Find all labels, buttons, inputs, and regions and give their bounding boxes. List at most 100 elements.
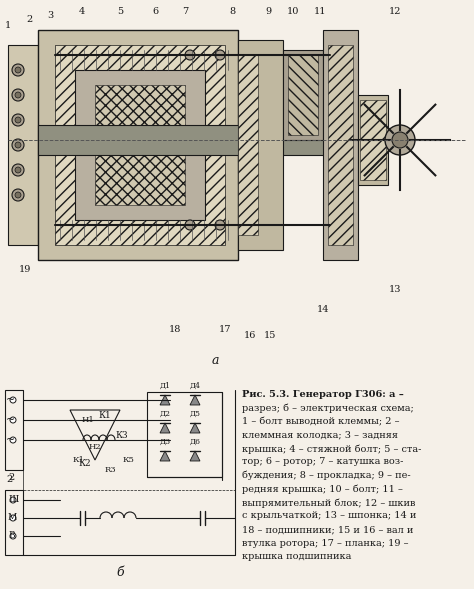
Text: 1 – болт выводной клеммы; 2 –: 1 – болт выводной клеммы; 2 – bbox=[242, 417, 400, 426]
Circle shape bbox=[215, 220, 225, 230]
Circle shape bbox=[12, 139, 24, 151]
Polygon shape bbox=[160, 451, 170, 461]
Text: крышка; 4 – стяжной болт; 5 – ста-: крышка; 4 – стяжной болт; 5 – ста- bbox=[242, 444, 421, 454]
Text: Д2: Д2 bbox=[159, 410, 171, 418]
Circle shape bbox=[10, 497, 16, 503]
Text: 2: 2 bbox=[9, 474, 15, 482]
Text: ~: ~ bbox=[6, 435, 15, 445]
Text: Рис. 5.3. Генератор Г306: а –: Рис. 5.3. Генератор Г306: а – bbox=[242, 390, 404, 399]
Bar bbox=[360, 100, 386, 180]
Text: К5: К5 bbox=[122, 456, 134, 464]
Circle shape bbox=[10, 533, 16, 539]
Circle shape bbox=[15, 117, 21, 123]
Text: тор; 6 – ротор; 7 – катушка воз-: тор; 6 – ротор; 7 – катушка воз- bbox=[242, 458, 403, 466]
Circle shape bbox=[15, 167, 21, 173]
Bar bbox=[8, 45, 38, 245]
Text: втулка ротора; 17 – планка; 19 –: втулка ротора; 17 – планка; 19 – bbox=[242, 538, 409, 548]
Text: 3: 3 bbox=[47, 11, 53, 19]
Bar bbox=[147, 392, 222, 477]
Text: В: В bbox=[8, 531, 15, 541]
Text: Д4: Д4 bbox=[190, 382, 201, 390]
Text: с крыльчаткой; 13 – шпонка; 14 и: с крыльчаткой; 13 – шпонка; 14 и bbox=[242, 511, 416, 521]
Text: буждения; 8 – прокладка; 9 – пе-: буждения; 8 – прокладка; 9 – пе- bbox=[242, 471, 410, 481]
Text: К2: К2 bbox=[79, 459, 91, 468]
Circle shape bbox=[15, 67, 21, 73]
Polygon shape bbox=[190, 423, 200, 433]
Text: 15: 15 bbox=[264, 330, 276, 339]
Circle shape bbox=[10, 417, 16, 423]
Bar bbox=[238, 55, 258, 235]
Text: R3: R3 bbox=[104, 466, 116, 474]
Circle shape bbox=[392, 132, 408, 148]
Circle shape bbox=[15, 92, 21, 98]
Text: Д5: Д5 bbox=[190, 410, 201, 418]
Polygon shape bbox=[190, 395, 200, 405]
Text: 19: 19 bbox=[19, 266, 31, 274]
Text: 18: 18 bbox=[169, 326, 181, 335]
Bar bbox=[38, 30, 238, 260]
Bar bbox=[5, 390, 23, 470]
Text: 13: 13 bbox=[389, 286, 401, 294]
Circle shape bbox=[15, 192, 21, 198]
Text: М: М bbox=[8, 514, 17, 522]
Polygon shape bbox=[160, 395, 170, 405]
Text: К3: К3 bbox=[116, 432, 128, 441]
Circle shape bbox=[385, 125, 415, 155]
Text: 8: 8 bbox=[229, 8, 235, 16]
Circle shape bbox=[12, 64, 24, 76]
Text: 4: 4 bbox=[79, 8, 85, 16]
Circle shape bbox=[10, 515, 16, 521]
Polygon shape bbox=[190, 451, 200, 461]
Circle shape bbox=[12, 164, 24, 176]
Text: 2: 2 bbox=[7, 475, 13, 485]
Circle shape bbox=[185, 50, 195, 60]
Bar bbox=[358, 95, 388, 185]
Text: 5: 5 bbox=[117, 8, 123, 16]
Text: 14: 14 bbox=[317, 306, 329, 315]
Text: К1: К1 bbox=[72, 456, 84, 464]
Bar bbox=[75, 70, 205, 220]
Bar bbox=[55, 45, 225, 245]
Text: 6: 6 bbox=[152, 8, 158, 16]
Bar bbox=[283, 50, 323, 140]
Bar bbox=[5, 490, 23, 555]
Text: 18 – подшипники; 15 и 16 – вал и: 18 – подшипники; 15 и 16 – вал и bbox=[242, 525, 413, 534]
Text: 16: 16 bbox=[244, 330, 256, 339]
Bar bbox=[288, 55, 318, 135]
Bar bbox=[95, 85, 185, 205]
Text: К1: К1 bbox=[99, 411, 111, 419]
Text: 2: 2 bbox=[27, 15, 33, 25]
Circle shape bbox=[185, 220, 195, 230]
Text: крышка подшипника: крышка подшипника bbox=[242, 552, 351, 561]
Circle shape bbox=[12, 89, 24, 101]
Text: 9: 9 bbox=[265, 8, 271, 16]
Circle shape bbox=[10, 397, 16, 403]
Text: ~: ~ bbox=[6, 395, 15, 405]
Text: Д3: Д3 bbox=[159, 438, 171, 446]
Text: 11: 11 bbox=[314, 8, 326, 16]
Text: 1: 1 bbox=[5, 21, 11, 29]
Bar bbox=[38, 125, 378, 155]
Circle shape bbox=[10, 437, 16, 443]
Text: ~: ~ bbox=[6, 415, 15, 425]
Bar bbox=[323, 30, 358, 260]
Text: 10: 10 bbox=[287, 8, 299, 16]
Text: Н1: Н1 bbox=[82, 416, 94, 424]
Text: 12: 12 bbox=[389, 8, 401, 16]
Text: Ш: Ш bbox=[8, 495, 18, 505]
Bar bbox=[328, 45, 353, 245]
Text: Н2: Н2 bbox=[89, 443, 101, 451]
Bar bbox=[5, 385, 240, 575]
Text: Д6: Д6 bbox=[190, 438, 201, 446]
Text: клеммная колодка; 3 – задняя: клеммная колодка; 3 – задняя bbox=[242, 431, 398, 439]
Text: редняя крышка; 10 – болт; 11 –: редняя крышка; 10 – болт; 11 – bbox=[242, 485, 403, 494]
Bar bbox=[5, 5, 465, 375]
Circle shape bbox=[215, 50, 225, 60]
Circle shape bbox=[12, 114, 24, 126]
Text: разрез; б – электрическая схема;: разрез; б – электрическая схема; bbox=[242, 403, 414, 413]
Text: а: а bbox=[211, 353, 219, 366]
Text: выпрямительный блок; 12 – шкив: выпрямительный блок; 12 – шкив bbox=[242, 498, 415, 508]
Circle shape bbox=[12, 189, 24, 201]
Text: б: б bbox=[116, 565, 124, 578]
Circle shape bbox=[15, 142, 21, 148]
